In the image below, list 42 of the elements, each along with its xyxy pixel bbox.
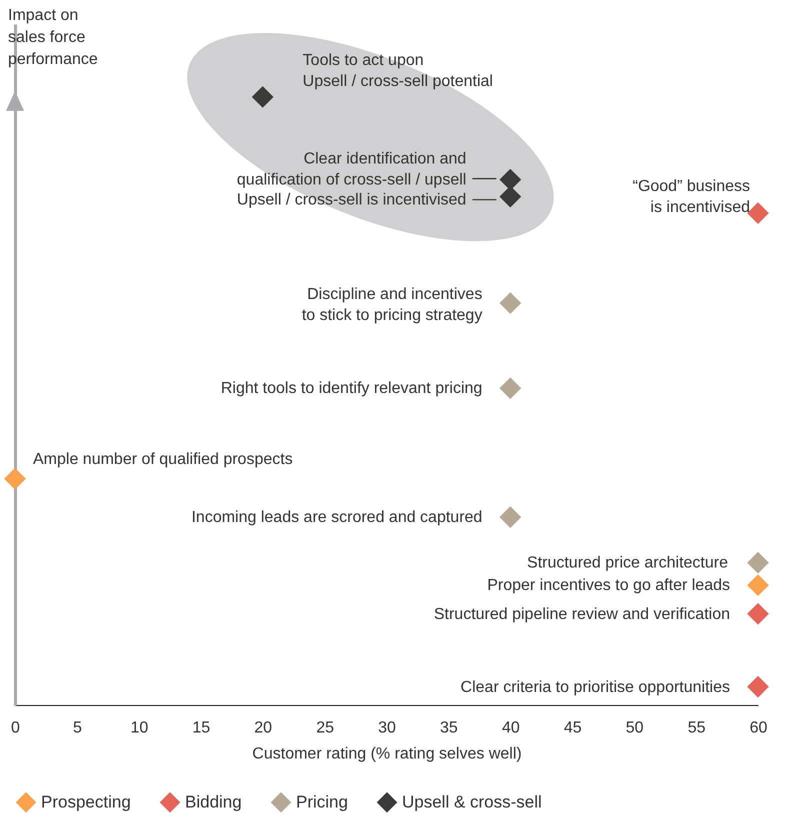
x-tick-label: 5 bbox=[72, 720, 82, 736]
annotation: Structured price architecture bbox=[527, 554, 728, 572]
annotation: Incoming leads are scrored and captured bbox=[191, 509, 482, 526]
y-axis-title: Impact on sales force performance bbox=[8, 7, 98, 68]
annotation: Tools to act upon Upsell / cross-sell potential bbox=[302, 52, 493, 90]
point bbox=[252, 86, 274, 108]
annotation: Clear criteria to prioritise opportunities bbox=[460, 678, 730, 696]
point bbox=[499, 292, 522, 314]
x-tick-label: 10 bbox=[130, 720, 148, 736]
point bbox=[499, 377, 522, 400]
x-tick-label: 30 bbox=[378, 720, 396, 736]
x-tick-label: 40 bbox=[502, 720, 520, 736]
legend-label: Bidding bbox=[185, 792, 242, 812]
x-tick-label: 60 bbox=[750, 720, 768, 736]
annotation: Structured pipeline review and verification bbox=[434, 606, 730, 623]
legend-label: Prospecting bbox=[41, 792, 131, 812]
point bbox=[747, 552, 769, 574]
x-tick-label: 20 bbox=[254, 720, 272, 736]
point bbox=[4, 468, 26, 490]
legend-label: Upsell & cross-sell bbox=[402, 792, 542, 812]
x-tick-label: 0 bbox=[11, 720, 20, 736]
annotation: “Good” business is incentivised bbox=[632, 178, 750, 216]
x-tick-label: 55 bbox=[688, 720, 706, 736]
point bbox=[747, 602, 769, 625]
point bbox=[499, 506, 522, 528]
x-tick-label: 45 bbox=[564, 720, 582, 736]
point bbox=[747, 574, 769, 596]
x-tick-label: 25 bbox=[316, 720, 334, 736]
point bbox=[747, 202, 769, 224]
x-tick-label: 35 bbox=[440, 720, 458, 736]
x-axis-title: Customer rating (% rating selves well) bbox=[252, 746, 522, 762]
x-tick-label: 50 bbox=[626, 720, 644, 736]
point bbox=[747, 676, 769, 698]
point bbox=[499, 168, 522, 190]
annotation: Ample number of qualified prospects bbox=[33, 450, 293, 468]
annotation: Discipline and incentives to stick to pricing strategy bbox=[302, 286, 482, 324]
annotation: Right tools to identify relevant pricing bbox=[220, 380, 482, 398]
x-tick-label: 15 bbox=[192, 720, 210, 736]
annotation: Upsell / cross-sell is incentivised bbox=[236, 192, 466, 209]
annotation: Clear identification and qualification of cross-sell / upsell bbox=[236, 150, 466, 189]
annotation: Proper incentives to go after leads bbox=[487, 577, 730, 594]
legend-label: Pricing bbox=[296, 792, 348, 812]
